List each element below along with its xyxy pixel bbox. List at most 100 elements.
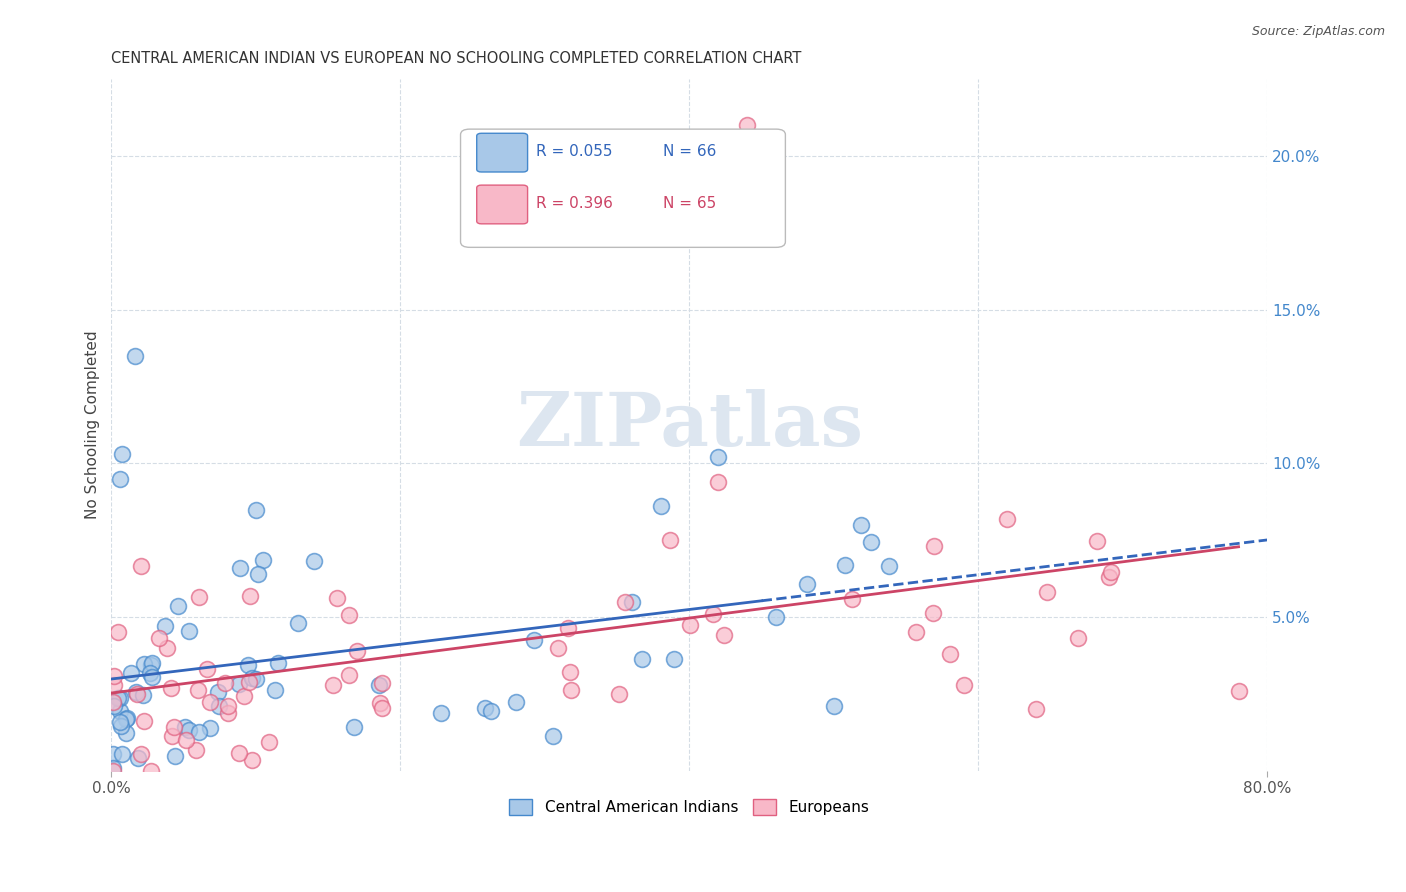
Point (557, 621, 579, 635)
Point (607, 687, 630, 701)
Point (120, 666, 142, 681)
Point (200, 721, 222, 735)
Point (326, 591, 349, 606)
Point (245, 672, 267, 686)
Point (541, 729, 564, 743)
Point (252, 552, 274, 566)
Point (174, 733, 197, 747)
Point (560, 682, 582, 697)
Point (229, 561, 252, 575)
Point (650, 500, 672, 514)
Point (239, 590, 262, 604)
Point (195, 662, 218, 676)
Y-axis label: No Schooling Completed: No Schooling Completed (86, 331, 100, 519)
Point (631, 652, 654, 666)
Point (148, 632, 170, 646)
FancyBboxPatch shape (477, 186, 527, 224)
Point (479, 704, 502, 718)
Point (207, 685, 229, 699)
Point (263, 682, 285, 697)
Point (228, 746, 250, 760)
Point (232, 689, 254, 703)
Point (430, 706, 453, 720)
Point (110, 718, 132, 732)
Point (103, 678, 125, 692)
Point (214, 675, 236, 690)
Point (765, 609, 787, 624)
Point (177, 723, 200, 737)
Point (236, 658, 259, 673)
Point (1227, 683, 1250, 698)
Point (713, 628, 735, 642)
Point (735, 119, 758, 133)
Point (662, 652, 685, 666)
Point (1101, 565, 1123, 579)
Point (1085, 534, 1108, 549)
Point (124, 349, 146, 363)
Point (115, 711, 138, 725)
Point (267, 656, 290, 670)
Point (160, 729, 183, 743)
Point (523, 632, 546, 647)
Point (125, 687, 148, 701)
Point (302, 554, 325, 568)
Point (101, 747, 124, 762)
Point (177, 624, 200, 638)
Point (995, 512, 1018, 526)
Point (560, 665, 582, 679)
Point (702, 607, 724, 621)
Point (371, 700, 394, 714)
Point (107, 690, 129, 705)
Point (101, 764, 124, 778)
Point (101, 695, 124, 709)
Point (139, 665, 162, 680)
Point (217, 706, 239, 721)
Text: R = 0.396: R = 0.396 (536, 196, 613, 211)
Point (103, 761, 125, 775)
Point (139, 764, 162, 778)
Point (240, 753, 263, 767)
Point (849, 518, 872, 533)
Point (246, 567, 269, 582)
Point (1098, 569, 1121, 583)
Point (141, 658, 163, 673)
Point (198, 696, 221, 710)
Point (368, 678, 391, 692)
Point (257, 735, 280, 749)
Point (108, 704, 131, 718)
Point (659, 533, 682, 547)
Point (339, 668, 361, 682)
Point (343, 720, 366, 734)
Legend: Central American Indians, Europeans: Central American Indians, Europeans (509, 799, 869, 815)
Point (129, 747, 152, 762)
Point (505, 695, 527, 709)
Point (474, 701, 496, 715)
Point (938, 647, 960, 661)
Point (115, 712, 138, 726)
Text: Source: ZipAtlas.com: Source: ZipAtlas.com (1251, 25, 1385, 38)
Point (922, 606, 945, 620)
Point (217, 699, 239, 714)
Point (132, 714, 155, 728)
Point (187, 683, 209, 698)
Point (228, 677, 250, 691)
Point (208, 698, 231, 713)
Point (953, 678, 976, 692)
Point (922, 539, 945, 553)
Point (547, 640, 569, 655)
Point (160, 681, 183, 695)
Point (823, 699, 845, 714)
Point (115, 726, 138, 740)
Point (163, 749, 186, 764)
Point (132, 689, 155, 703)
Point (245, 502, 267, 516)
Point (337, 607, 360, 622)
Point (108, 715, 131, 730)
Point (834, 558, 856, 572)
Point (796, 576, 818, 591)
Point (707, 450, 730, 465)
Point (156, 640, 179, 655)
FancyBboxPatch shape (477, 133, 527, 172)
Point (127, 750, 149, 764)
Point (841, 591, 863, 606)
